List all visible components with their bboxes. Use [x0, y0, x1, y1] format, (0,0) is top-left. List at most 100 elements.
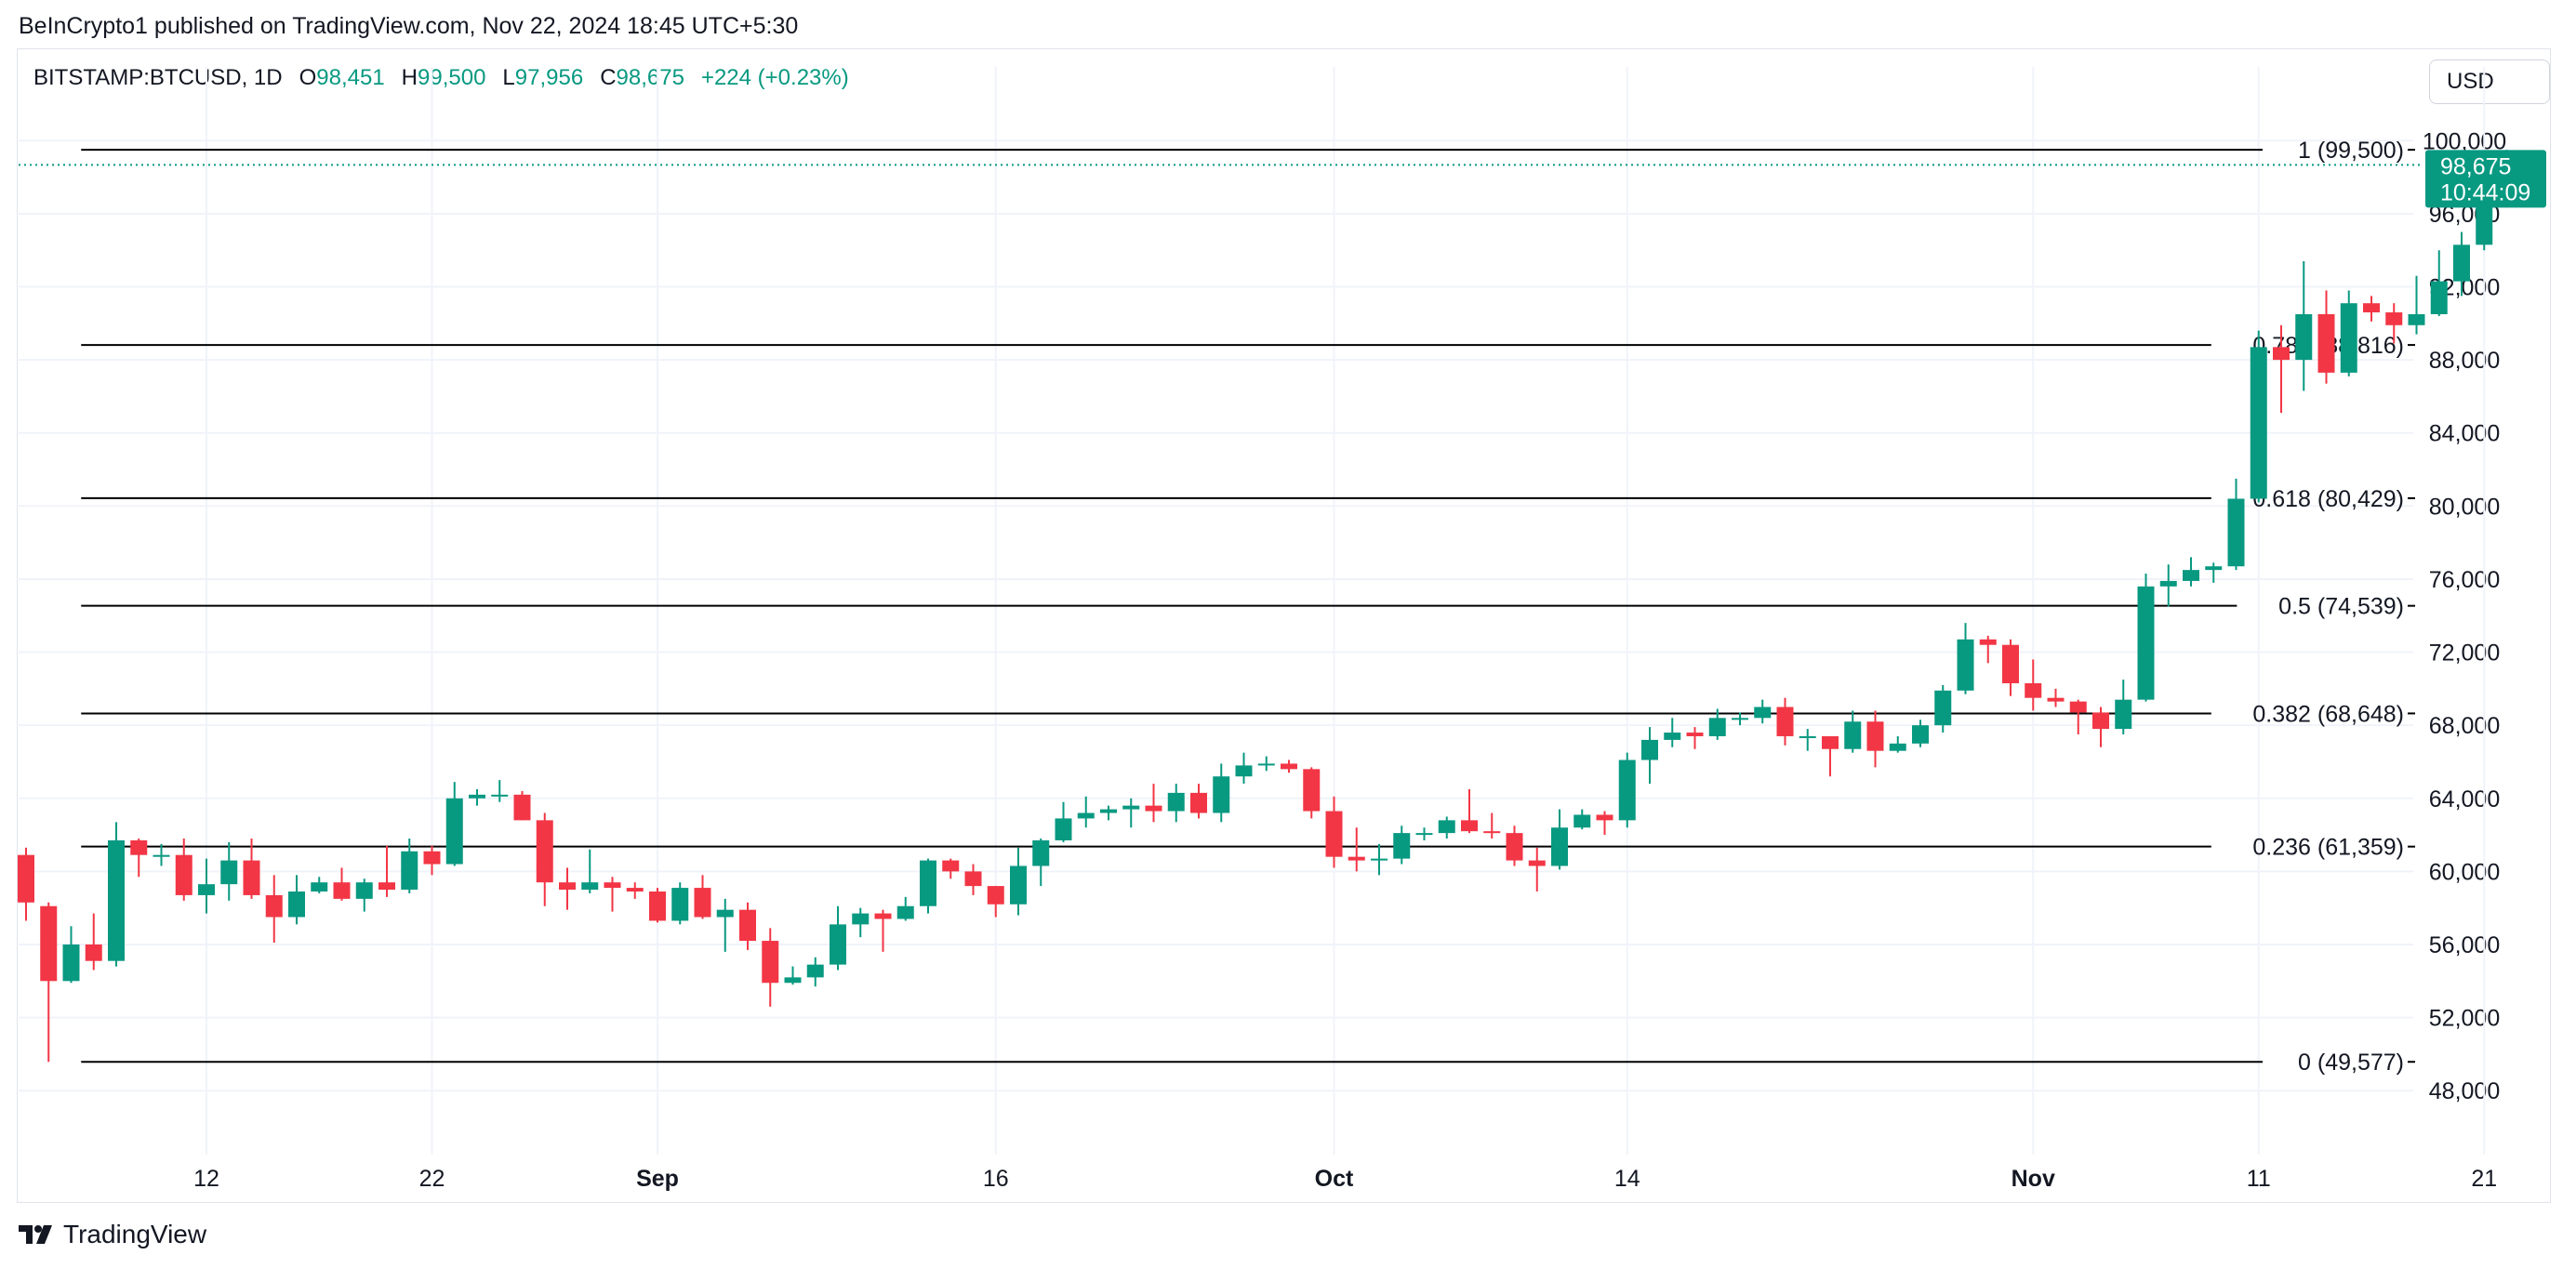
y-tick-label: 68,000	[2429, 713, 2500, 739]
y-tick-label: 88,000	[2429, 348, 2500, 374]
candle-body-down	[2273, 347, 2290, 361]
candle-body-down	[1528, 860, 1546, 866]
candle-body-up	[1799, 735, 1816, 738]
fib-level-label: 0.382 (68,648)	[2252, 701, 2404, 727]
candle-body-down	[2069, 701, 2087, 713]
candle-body-up	[2340, 303, 2357, 373]
x-tick-label: Nov	[2012, 1166, 2055, 1192]
x-tick-label: Oct	[1315, 1166, 1354, 1192]
candle-body-up	[1641, 739, 1658, 760]
candle-body-down	[874, 913, 892, 919]
candle-body-down	[626, 888, 644, 892]
candle-body-up	[806, 964, 824, 978]
candle-body-down	[1325, 811, 1343, 857]
last-price-badge	[2425, 150, 2546, 208]
y-tick-label: 72,000	[2429, 641, 2500, 667]
candle-body-down	[2363, 303, 2380, 313]
y-tick-label: 64,000	[2429, 786, 2500, 812]
candle-body-up	[2408, 314, 2425, 325]
tradingview-logo-icon	[19, 1223, 56, 1246]
candle-body-down	[536, 820, 553, 883]
last-price-countdown: 10:44:09	[2440, 179, 2530, 205]
candle-body-down	[243, 860, 260, 895]
y-tick-label: 76,000	[2429, 567, 2500, 593]
candle-body-down	[942, 860, 960, 872]
candle-body-down	[2047, 697, 2065, 702]
candle-body-down	[1822, 735, 1839, 749]
tradingview-brand[interactable]: TradingView	[19, 1220, 206, 1249]
y-tick-label: 56,000	[2429, 932, 2500, 958]
candle-body-down	[2317, 314, 2335, 373]
candle-body-down	[378, 882, 395, 891]
candle-body-up	[1100, 809, 1117, 813]
symbol-name[interactable]: BITSTAMP:BTCUSD, 1D	[33, 65, 283, 90]
ohlc-high: H 99,500	[401, 65, 486, 90]
candle-body-down	[762, 941, 779, 984]
x-tick-label: 22	[419, 1166, 445, 1192]
candle-body-up	[2295, 314, 2313, 361]
candle-body-down	[1145, 805, 1162, 812]
candle-body-down	[2002, 644, 2019, 683]
candle-body-down	[987, 886, 1004, 905]
candle-body-up	[2250, 347, 2267, 499]
candle-body-down	[1483, 831, 1501, 834]
y-tick-label: 52,000	[2429, 1006, 2500, 1032]
candle-body-up	[1371, 858, 1388, 861]
candle-body-down	[1686, 733, 1704, 736]
candle-body-up	[896, 905, 914, 919]
candle-body-up	[1889, 743, 1906, 751]
candle-body-down	[1190, 792, 1207, 813]
candle-body-down	[265, 894, 283, 918]
candlestick-chart[interactable]: 48,000 52,000 56,000 60,000 64,000 68,000 72,0…	[0, 0, 2576, 1209]
candle-body-up	[830, 924, 846, 965]
y-tick-label: 84,000	[2429, 421, 2500, 447]
candle-body-down	[1303, 769, 1321, 812]
x-tick-label: 11	[2247, 1166, 2271, 1192]
candle-body-down	[2025, 682, 2042, 698]
candle-body-up	[108, 839, 125, 961]
candle-body-up	[1055, 818, 1072, 840]
candle-body-up	[1032, 839, 1050, 866]
candle-body-up	[784, 977, 802, 984]
candle-body-up	[1934, 690, 1952, 726]
fib-level-label: 0 (49,577)	[2298, 1050, 2404, 1076]
fib-level-label: 0.236 (61,359)	[2252, 835, 2404, 861]
candle-body-up	[1708, 718, 1726, 736]
candle-body-up	[1167, 792, 1185, 812]
candle-body-up	[1235, 765, 1253, 777]
candle-body-up	[1122, 805, 1140, 810]
candle-body-up	[1844, 721, 1862, 749]
currency-button[interactable]: USD	[2429, 59, 2550, 104]
candle-body-up	[1213, 776, 1230, 813]
candle-body-down	[1776, 707, 1794, 736]
ohlc-open: O 98,451	[299, 65, 385, 90]
candle-body-up	[153, 854, 170, 857]
candle-body-up	[1010, 865, 1027, 905]
candle-body-down	[130, 839, 148, 855]
candle-body-down	[85, 944, 102, 961]
y-tick-label: 60,000	[2429, 859, 2500, 885]
candle-body-up	[401, 851, 418, 891]
candle-body-up	[2453, 244, 2470, 282]
candle-body-up	[1438, 820, 1455, 834]
y-tick-label: 48,000	[2429, 1078, 2500, 1104]
candle-body-up	[1393, 833, 1411, 859]
candle-body-down	[333, 882, 351, 899]
candle-body-down	[1461, 820, 1478, 832]
candle-body-up	[469, 794, 485, 799]
candle-body-down	[604, 882, 621, 889]
candle-body-up	[2159, 580, 2177, 587]
candle-body-up	[1754, 707, 1772, 719]
candle-body-up	[1077, 812, 1095, 819]
candle-body-down	[559, 882, 576, 891]
candle-body-up	[2227, 498, 2245, 567]
candle-body-down	[175, 854, 193, 895]
candle-body-up	[1618, 759, 1636, 821]
candle-body-up	[311, 882, 328, 892]
candle-body-up	[1573, 814, 1591, 828]
candle-body-up	[581, 882, 599, 891]
candle-body-down	[1596, 814, 1613, 821]
x-tick-label: 14	[1614, 1166, 1640, 1192]
candle-body-up	[1732, 718, 1748, 720]
candle-body-up	[62, 944, 80, 982]
